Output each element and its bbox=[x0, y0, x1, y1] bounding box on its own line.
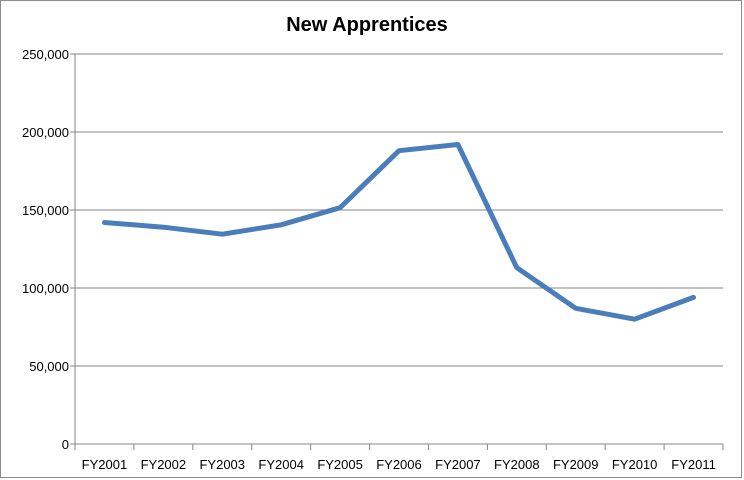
x-axis-tick-labels: FY2001 FY2002 FY2003 FY2004 FY2005 FY2006 FY20… bbox=[82, 457, 716, 472]
series-line bbox=[102, 142, 696, 322]
x-tick-label: FY2005 bbox=[317, 457, 363, 472]
x-tick-label: FY2009 bbox=[553, 457, 599, 472]
x-tick-label: FY2004 bbox=[258, 457, 304, 472]
x-tick-label: FY2003 bbox=[199, 457, 245, 472]
x-tick-label: FY2011 bbox=[671, 457, 716, 472]
x-tick-label: FY2007 bbox=[435, 457, 481, 472]
y-tick-label: 0 bbox=[62, 437, 69, 452]
x-tick-label: FY2006 bbox=[376, 457, 422, 472]
series-layer bbox=[102, 142, 696, 322]
x-tick-label: FY2010 bbox=[612, 457, 658, 472]
x-tick-label: FY2008 bbox=[494, 457, 540, 472]
y-tick-label: 50,000 bbox=[29, 359, 69, 374]
gridlines bbox=[75, 53, 723, 367]
y-tick-label: 100,000 bbox=[22, 281, 69, 296]
y-tick-label: 150,000 bbox=[22, 203, 69, 218]
y-tick-label: 250,000 bbox=[22, 47, 69, 62]
chart-title: New Apprentices bbox=[286, 14, 448, 36]
y-axis-tick-labels: 0 50,000 100,000 150,000 200,000 250,000 bbox=[22, 47, 69, 452]
y-tick-label: 200,000 bbox=[22, 125, 69, 140]
axes bbox=[70, 53, 724, 450]
x-tick-label: FY2001 bbox=[82, 457, 128, 472]
x-tick-label: FY2002 bbox=[141, 457, 187, 472]
